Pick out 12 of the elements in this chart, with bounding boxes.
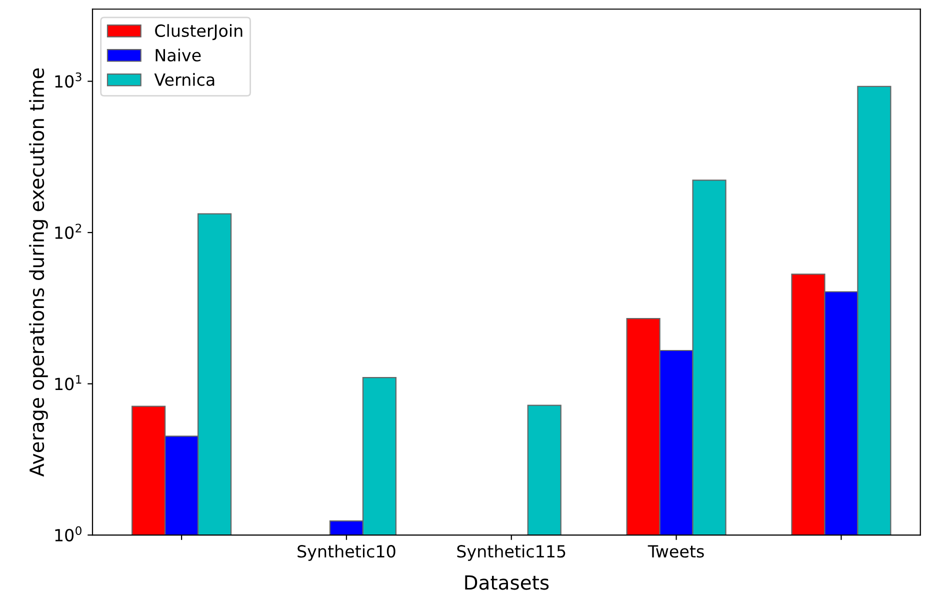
- legend-label: ClusterJoin: [155, 24, 242, 40]
- y-tick-label: 10$^{0}$: [55, 526, 82, 542]
- legend-label: Naive: [156, 48, 201, 62]
- legend-label: Vernica: [154, 73, 214, 86]
- y-tick-label: 10$^{2}$: [55, 224, 82, 239]
- x-tick-label: Tweets: [648, 545, 704, 558]
- x-tick-label: Synthetic115: [457, 544, 566, 561]
- y-tick-label: 10$^{1}$: [55, 375, 82, 390]
- y-tick-label: 10$^{3}$: [55, 72, 82, 88]
- x-axis-title: Datasets: [465, 575, 549, 590]
- y-axis-title: Average operations during execution time: [29, 68, 48, 477]
- x-tick-label: Synthetic10: [298, 544, 396, 561]
